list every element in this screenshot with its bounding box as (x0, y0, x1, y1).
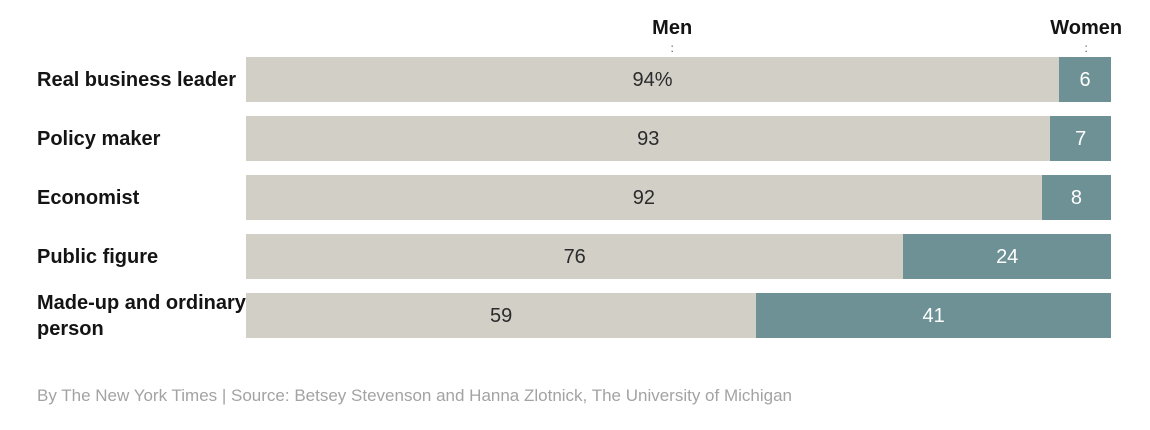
men-header-label: Men (652, 17, 693, 39)
men-segment: 94% (246, 57, 1060, 102)
legend-header: Men : Women : (283, 0, 1122, 57)
men-leader-tick: : (670, 41, 674, 55)
women-segment: 6 (1059, 57, 1111, 102)
category-label: Made-up and ordinary person (37, 291, 246, 340)
men-value: 92 (632, 186, 656, 209)
bar-rows: Real business leader 94% 6 Policy maker … (0, 57, 1150, 340)
women-value: 41 (922, 304, 945, 327)
men-value: 76 (563, 245, 586, 268)
category-label: Economist (37, 186, 140, 209)
source-credit: By The New York Times | Source: Betsey S… (37, 386, 792, 405)
chart-row: Real business leader 94% 6 (0, 57, 1111, 102)
men-column-header: Men : (652, 16, 692, 55)
women-header-label: Women (1050, 17, 1123, 39)
stacked-bar: 94% 6 (246, 57, 1111, 102)
women-value: 24 (996, 245, 1019, 268)
men-segment: 76 (246, 234, 904, 279)
men-value: 93 (637, 127, 660, 150)
stacked-bar: 59 41 (246, 293, 1111, 338)
stacked-bar: 92 8 (246, 175, 1111, 220)
stacked-bar: 93 7 (246, 116, 1111, 161)
women-column-header: Women : (1050, 16, 1122, 55)
chart-row: Made-up and ordinary person 59 41 (0, 292, 1111, 340)
category-label: Real business leader (37, 68, 236, 91)
women-value: 8 (1070, 186, 1082, 209)
women-value: 7 (1075, 127, 1087, 150)
chart-row: Policy maker 93 7 (0, 116, 1111, 161)
chart-row: Public figure 76 24 (0, 234, 1111, 279)
stacked-bar: 76 24 (246, 234, 1111, 279)
men-segment: 93 (246, 116, 1051, 161)
category-label: Policy maker (37, 127, 161, 150)
men-segment: 59 (246, 293, 757, 338)
men-segment: 92 (246, 175, 1042, 220)
women-value: 6 (1079, 68, 1091, 91)
women-segment: 24 (903, 234, 1111, 279)
women-segment: 7 (1050, 116, 1111, 161)
women-segment: 8 (1041, 175, 1111, 220)
men-value: 94% (632, 68, 673, 91)
men-value: 59 (490, 304, 513, 327)
women-leader-tick: : (1084, 41, 1088, 55)
category-label: Public figure (37, 245, 159, 268)
chart-row: Economist 92 8 (0, 175, 1111, 220)
women-segment: 41 (756, 293, 1111, 338)
